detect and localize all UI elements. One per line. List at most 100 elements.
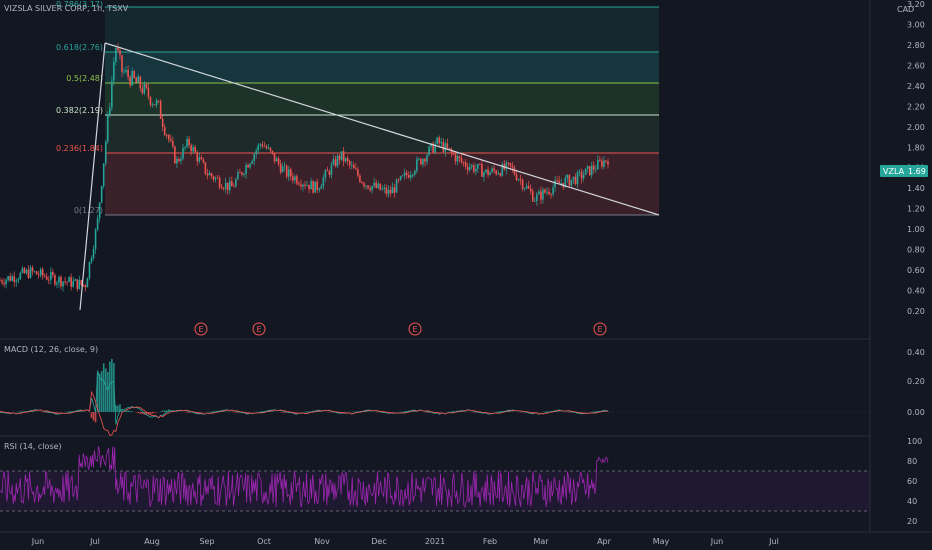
candle-body bbox=[0, 280, 1, 282]
candle-body bbox=[426, 155, 428, 162]
candle-body bbox=[196, 152, 199, 162]
candle-body bbox=[214, 177, 217, 180]
fib-retracement[interactable]: 0.786(3.17) 0.618(2.76) 0.5(2.48) 0.382(… bbox=[56, 0, 659, 216]
fib-zone-618-5 bbox=[105, 52, 659, 83]
macd-tick: 0.00 bbox=[907, 408, 925, 417]
macd-bar bbox=[29, 411, 32, 412]
candle-body bbox=[405, 172, 408, 176]
candle-body bbox=[511, 165, 514, 168]
candle-body bbox=[521, 179, 524, 189]
candle-body bbox=[226, 182, 229, 191]
macd-bar bbox=[129, 410, 131, 412]
candle-body bbox=[13, 276, 16, 282]
candle-body bbox=[82, 284, 85, 286]
candle-body bbox=[357, 169, 359, 176]
candle-body bbox=[320, 186, 323, 189]
candle-body bbox=[574, 176, 577, 185]
candle-body bbox=[578, 171, 581, 173]
candle-body bbox=[155, 100, 158, 106]
candle-body bbox=[147, 87, 150, 97]
fib-zone-5-382 bbox=[105, 83, 659, 115]
candle-body bbox=[84, 285, 87, 288]
candle-body bbox=[281, 166, 284, 173]
candle-body bbox=[391, 187, 394, 194]
pane-separators bbox=[0, 0, 932, 533]
earnings-marker[interactable]: E bbox=[593, 322, 607, 336]
ticker-price: 1.69 bbox=[908, 167, 926, 176]
trendline-descending bbox=[104, 42, 660, 216]
rsi-tick: 40 bbox=[907, 497, 917, 506]
candle-body bbox=[454, 154, 457, 162]
macd-bar bbox=[198, 412, 201, 413]
candle-body bbox=[283, 165, 286, 167]
rsi-pane[interactable]: RSI (14, close) 100 80 60 40 20 bbox=[0, 437, 922, 526]
macd-bar bbox=[318, 411, 321, 412]
candle-body bbox=[163, 126, 166, 135]
macd-bar bbox=[96, 373, 99, 412]
candle-body bbox=[275, 158, 278, 162]
time-tick: Oct bbox=[257, 537, 271, 546]
candle-body bbox=[389, 189, 392, 194]
candle-body bbox=[100, 186, 103, 203]
candle-body bbox=[353, 165, 355, 169]
macd-bar bbox=[580, 412, 583, 413]
price-tick: 0.80 bbox=[907, 246, 925, 255]
candle-body bbox=[261, 144, 264, 147]
candle-body bbox=[119, 50, 121, 56]
candle-body bbox=[188, 138, 190, 146]
candle-body bbox=[269, 147, 272, 151]
earnings-marker[interactable]: E bbox=[194, 322, 208, 336]
candle-body bbox=[52, 271, 54, 276]
candle-body bbox=[355, 168, 357, 170]
candle-body bbox=[96, 218, 99, 230]
candle-body bbox=[285, 165, 288, 177]
candle-body bbox=[243, 173, 245, 175]
candle-body bbox=[113, 61, 115, 82]
candle-body bbox=[308, 184, 310, 190]
candle-body bbox=[436, 137, 438, 144]
candle-body bbox=[39, 269, 42, 276]
symbol-title[interactable]: VIZSLA SILVER CORP, 1h, TSXV bbox=[4, 4, 129, 13]
time-tick: Feb bbox=[483, 537, 497, 546]
candle-body bbox=[86, 278, 89, 288]
earnings-markers[interactable]: E E E E bbox=[194, 322, 607, 336]
candle-body bbox=[68, 277, 70, 283]
macd-bar bbox=[196, 412, 199, 413]
candle-body bbox=[72, 280, 75, 287]
drawing-trendlines[interactable] bbox=[79, 42, 660, 311]
time-tick: Mar bbox=[533, 537, 549, 546]
candle-body bbox=[334, 159, 337, 167]
earnings-marker[interactable]: E bbox=[252, 322, 266, 336]
candle-body bbox=[538, 191, 540, 195]
candle-body bbox=[322, 177, 325, 187]
price-axis[interactable]: 3.203.002.802.602.402.202.001.801.601.40… bbox=[907, 0, 925, 316]
candle-body bbox=[17, 279, 20, 281]
candle-body bbox=[564, 178, 567, 188]
candle-body bbox=[487, 169, 489, 176]
candle-body bbox=[37, 274, 40, 276]
macd-bar bbox=[90, 412, 93, 419]
candle-body bbox=[365, 185, 367, 187]
candle-body bbox=[127, 69, 129, 77]
macd-bar bbox=[247, 412, 249, 413]
candle-body bbox=[342, 151, 345, 162]
candle-body bbox=[70, 277, 72, 287]
candle-body bbox=[210, 173, 213, 177]
candle-body bbox=[298, 183, 300, 185]
macd-bar bbox=[151, 412, 154, 414]
candle-body bbox=[580, 171, 583, 179]
time-axis[interactable]: Jun Jul Aug Sep Oct Nov Dec 2021 Feb Mar Apr May Jun… bbox=[31, 537, 779, 546]
rsi-tick: 20 bbox=[907, 517, 917, 526]
earnings-marker[interactable]: E bbox=[408, 322, 422, 336]
macd-bar bbox=[188, 412, 190, 413]
candle-body bbox=[513, 167, 516, 175]
candle-body bbox=[328, 171, 331, 175]
candle-body bbox=[361, 181, 363, 184]
macd-pane[interactable]: MACD (12, 26, close, 9) 0.40 0.20 0.00 bbox=[0, 345, 925, 436]
svg-text:E: E bbox=[412, 325, 417, 334]
fib-label-5: 0.5(2.48) bbox=[66, 74, 103, 83]
candle-body bbox=[440, 141, 443, 144]
candle-body bbox=[509, 163, 512, 166]
macd-bar bbox=[45, 412, 48, 413]
